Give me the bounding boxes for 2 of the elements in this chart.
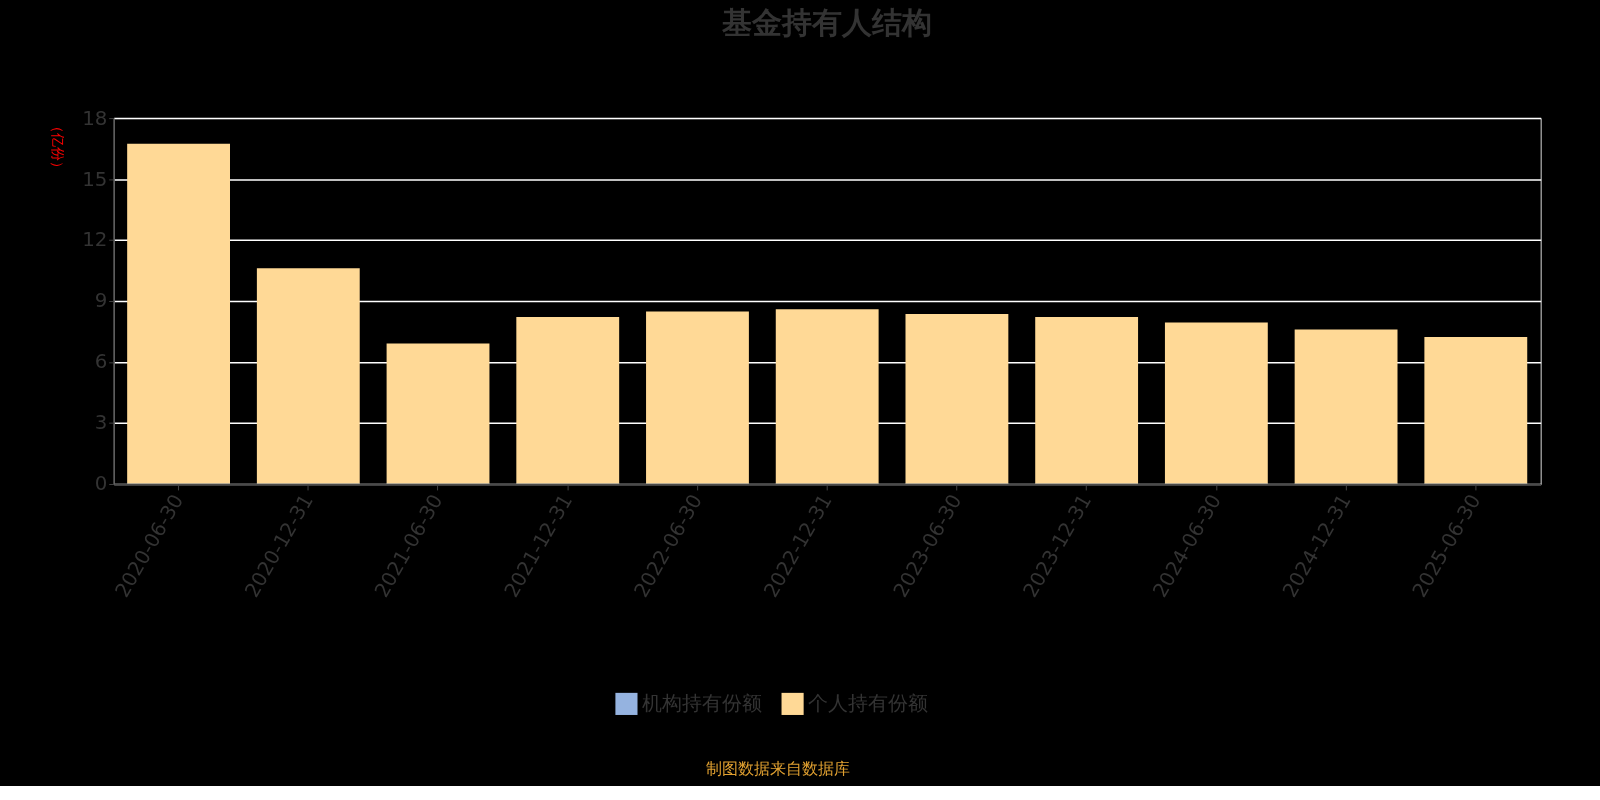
y-axis-title: （亿份）: [49, 118, 66, 175]
text: 制图数据来自数据库: [705, 758, 850, 778]
